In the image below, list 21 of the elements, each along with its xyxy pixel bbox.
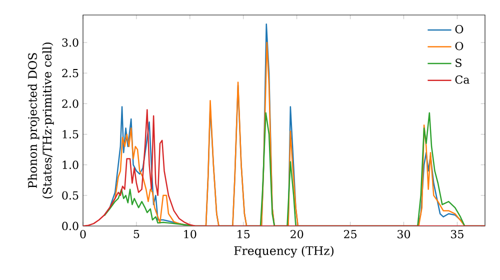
y-tick-label: 1.5	[62, 130, 78, 138]
x-tick-label: 0	[80, 230, 86, 238]
legend-label: O	[455, 42, 464, 50]
x-tick-label: 15	[238, 230, 250, 238]
x-tick-label: 20	[290, 230, 304, 238]
legend-label: Ca	[455, 75, 470, 84]
x-tick-label: 30	[398, 230, 410, 238]
y-axis-title: Phonon projected DOS (States/THz·primitive cell)	[28, 42, 54, 198]
y-tick-label: 3.0	[62, 38, 78, 47]
legend-label: O	[455, 25, 464, 34]
x-tick-label: 35	[451, 230, 464, 238]
y-tick-label: 2.0	[62, 99, 78, 108]
y-tick-label: 1.0	[62, 160, 78, 170]
y-tick-label: 2.5	[62, 68, 78, 78]
y-tick-label: 0.0	[62, 222, 78, 230]
x-tick-label: 5	[134, 230, 140, 238]
legend-label: S	[456, 58, 462, 67]
x-axis-title: Frequency (THz)	[234, 246, 334, 258]
x-tick-label: 10	[184, 230, 196, 238]
y-tick-label: 0.5	[62, 191, 78, 200]
x-tick-label: 25	[344, 230, 356, 238]
